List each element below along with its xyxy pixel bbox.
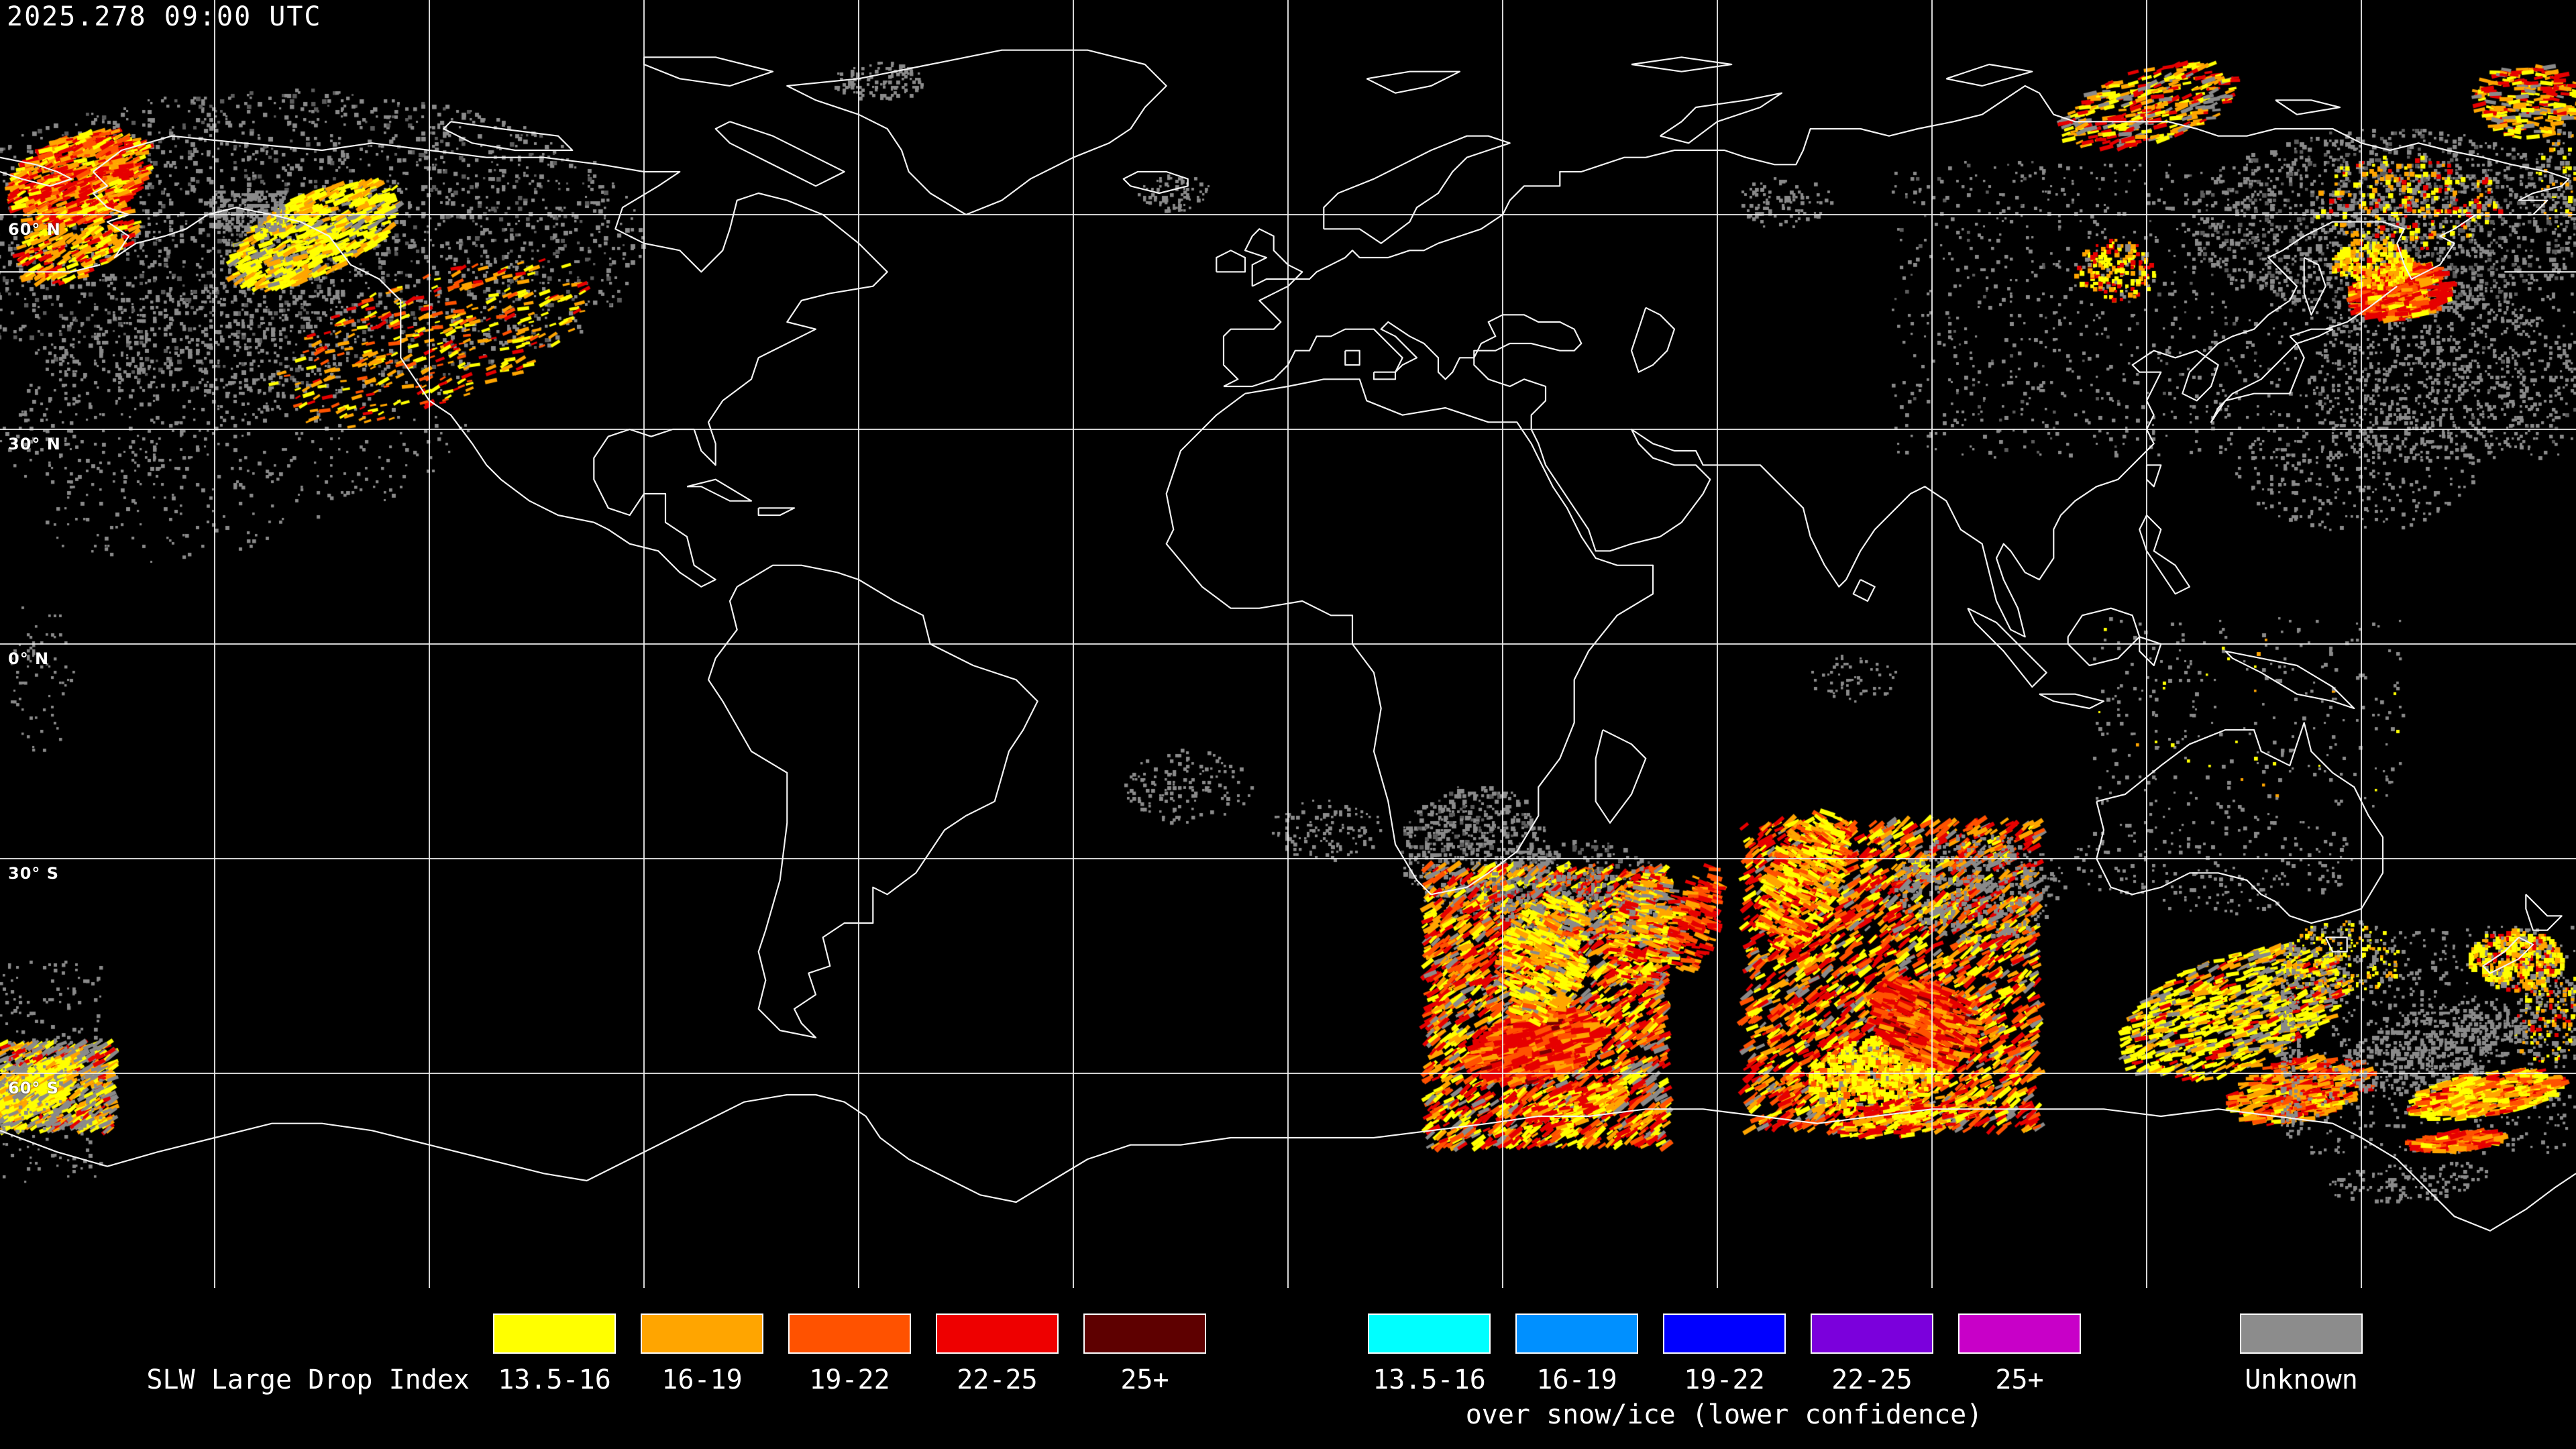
coastline bbox=[1222, 85, 2570, 638]
coastline bbox=[0, 1093, 2576, 1232]
legend-label-primary-2: 19-22 bbox=[809, 1364, 890, 1395]
legend-swatch-primary-4 bbox=[1083, 1313, 1206, 1354]
coastline bbox=[2303, 257, 2326, 316]
legend-label-primary-1: 16-19 bbox=[661, 1364, 743, 1395]
coastline bbox=[2096, 722, 2384, 924]
coastline-grid-layer bbox=[0, 0, 2576, 1288]
lat-label: 60° S bbox=[8, 1079, 60, 1097]
coastline bbox=[757, 507, 796, 517]
coastline bbox=[0, 156, 72, 187]
coastline bbox=[2224, 650, 2355, 710]
legend-label-primary-4: 25+ bbox=[1120, 1364, 1169, 1395]
coastline bbox=[2067, 607, 2141, 667]
coastline bbox=[686, 478, 753, 502]
coastline bbox=[443, 121, 574, 152]
coastline bbox=[2139, 515, 2191, 595]
legend-snow-caption: over snow/ice (lower confidence) bbox=[1465, 1399, 1983, 1430]
coastline bbox=[1344, 350, 1360, 366]
legend-swatch-primary-0 bbox=[493, 1313, 616, 1354]
lat-label: 30° N bbox=[8, 435, 61, 453]
lat-label: 30° S bbox=[8, 864, 60, 883]
coastline bbox=[2482, 936, 2534, 974]
lat-label: 60° N bbox=[8, 220, 61, 239]
coastline bbox=[1373, 371, 1397, 380]
coastline bbox=[2145, 464, 2162, 488]
legend-swatch-primary-2 bbox=[788, 1313, 911, 1354]
coastline bbox=[1631, 56, 1733, 72]
coastline bbox=[1852, 579, 1876, 602]
legend-label-snow-2: 19-22 bbox=[1684, 1364, 1765, 1395]
coastline bbox=[2289, 328, 2334, 345]
coastline bbox=[1945, 63, 2033, 87]
coastline bbox=[643, 56, 774, 87]
legend-label-snow-4: 25+ bbox=[1995, 1364, 2044, 1395]
coastline bbox=[1630, 307, 1676, 373]
legend-label-primary-0: 13.5-16 bbox=[498, 1364, 611, 1395]
coastline bbox=[92, 135, 888, 588]
timestamp: 2025.278 09:00 UTC bbox=[7, 1, 322, 32]
legend-swatch-snow-1 bbox=[1515, 1313, 1638, 1354]
coastline bbox=[2039, 693, 2105, 710]
legend-swatch-snow-2 bbox=[1663, 1313, 1786, 1354]
legend-swatch-primary-1 bbox=[641, 1313, 763, 1354]
coastline bbox=[2325, 285, 2398, 330]
coastline bbox=[1244, 228, 1303, 287]
legend-label-primary-3: 22-25 bbox=[957, 1364, 1038, 1395]
legend-label-snow-0: 13.5-16 bbox=[1373, 1364, 1486, 1395]
coastline bbox=[714, 121, 845, 187]
coastline bbox=[1366, 70, 1461, 94]
coastline bbox=[2275, 99, 2341, 115]
coastline bbox=[1165, 378, 1654, 896]
legend-label-snow-1: 16-19 bbox=[1536, 1364, 1617, 1395]
coastline bbox=[1122, 170, 1189, 195]
legend-swatch-snow-0 bbox=[1368, 1313, 1491, 1354]
coastline bbox=[0, 264, 101, 273]
coastline bbox=[2139, 636, 2162, 667]
coastline bbox=[2210, 342, 2305, 423]
lat-label: 0° N bbox=[8, 649, 50, 668]
legend-swatch-snow-3 bbox=[1811, 1313, 1933, 1354]
legend-label-unknown-0: Unknown bbox=[2245, 1364, 2358, 1395]
coastline bbox=[2525, 894, 2563, 931]
coastline bbox=[707, 564, 1038, 1038]
coastline bbox=[786, 49, 1167, 216]
legend-swatch-primary-3 bbox=[936, 1313, 1059, 1354]
coastline bbox=[1323, 135, 1511, 244]
legend-swatch-snow-4 bbox=[1958, 1313, 2081, 1354]
legend-label-snow-3: 22-25 bbox=[1831, 1364, 1913, 1395]
coastline bbox=[1660, 92, 1783, 144]
legend-title: SLW Large Drop Index bbox=[146, 1364, 470, 1395]
legend-swatch-unknown-0 bbox=[2240, 1313, 2363, 1354]
coastline bbox=[2324, 936, 2348, 953]
coastline bbox=[1967, 607, 2047, 688]
coastline bbox=[1595, 729, 1647, 824]
coastline bbox=[1216, 250, 1246, 273]
